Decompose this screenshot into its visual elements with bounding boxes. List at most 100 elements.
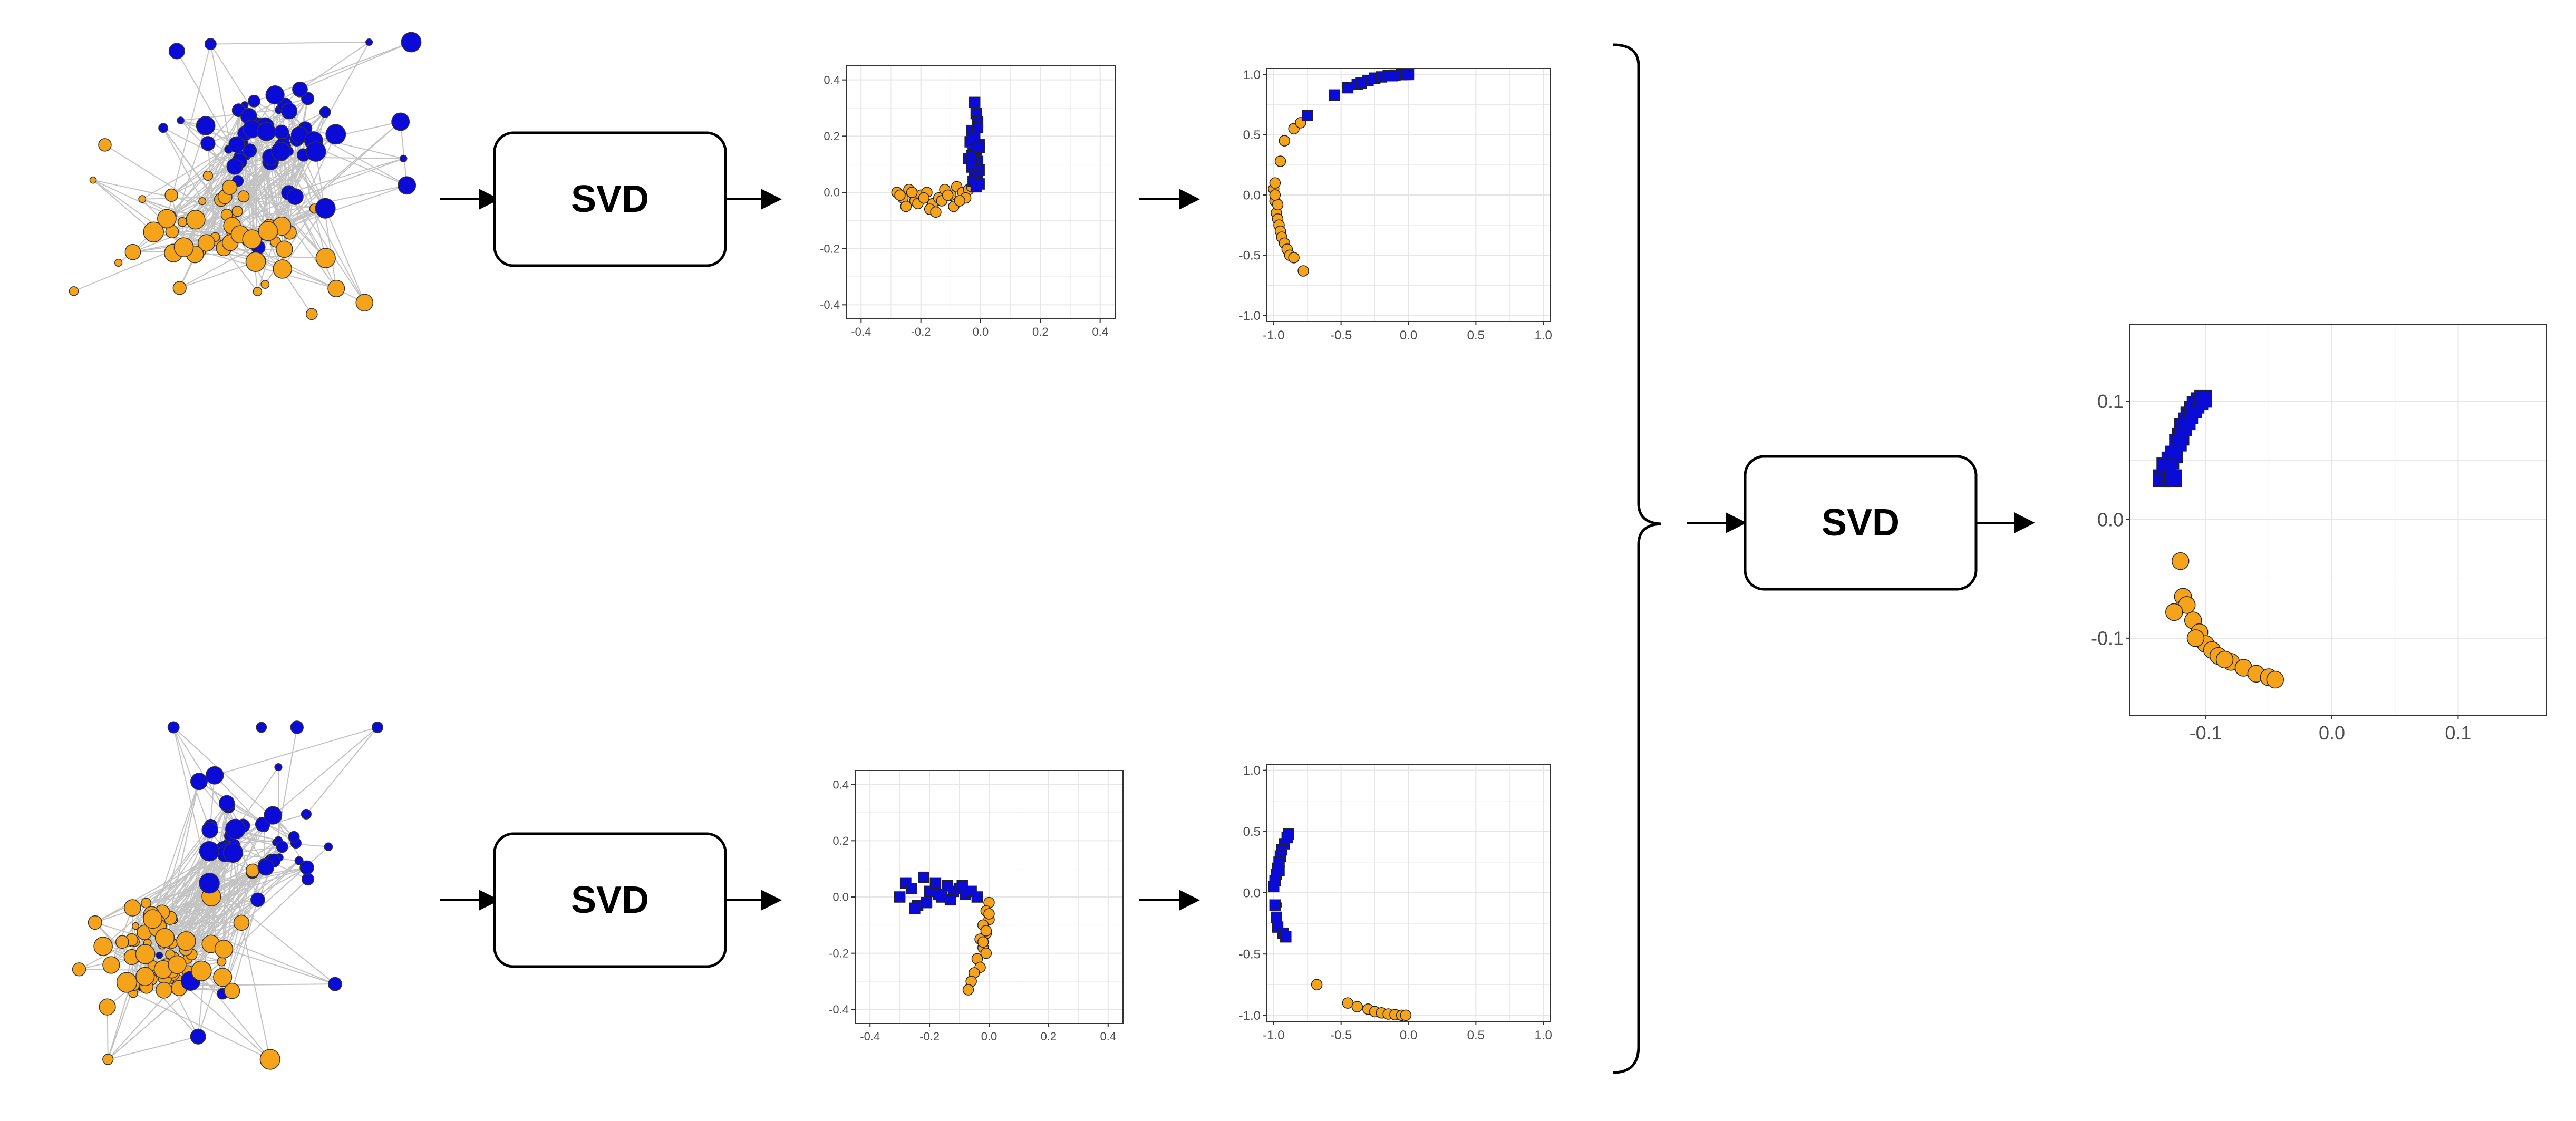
network-top bbox=[69, 32, 422, 320]
x-tick-label: 0.4 bbox=[1092, 325, 1108, 338]
scatter-bottom-normalized: -1.0 -0.5 0.0 0.5 1.0 -1.0 -0.5 0.0 0.5 1.0 bbox=[1239, 764, 1552, 1042]
network-node-blue bbox=[305, 141, 326, 162]
y-tick-label: 0.4 bbox=[832, 778, 849, 791]
network-edge bbox=[221, 879, 308, 962]
tick-labels: -1.0 -0.5 0.0 0.5 1.0 -1.0 -0.5 0.0 0.5 1.0 bbox=[1239, 764, 1552, 1042]
data-point-square bbox=[969, 96, 981, 109]
data-point-square bbox=[1271, 911, 1282, 923]
network-edge bbox=[249, 150, 270, 225]
network-edge bbox=[92, 179, 154, 232]
network-node-orange bbox=[114, 258, 123, 267]
network-node-orange bbox=[72, 962, 86, 977]
data-point-circle bbox=[900, 200, 912, 212]
network-edge bbox=[171, 125, 207, 232]
network-node-blue bbox=[274, 124, 289, 140]
tick-labels: -0.1 0.0 0.1 -0.1 0.0 0.1 bbox=[2091, 391, 2471, 744]
network-edge bbox=[214, 727, 378, 776]
network-node-orange bbox=[115, 935, 129, 949]
data-point-square bbox=[2194, 389, 2212, 408]
data-point-square bbox=[1355, 77, 1367, 89]
x-tick-label: 0.0 bbox=[2319, 722, 2345, 744]
network-edge bbox=[151, 851, 210, 915]
tick-labels: -1.0 -0.5 0.0 0.5 1.0 -1.0 -0.5 0.0 0.5 1.0 bbox=[1239, 68, 1552, 343]
network-node-blue bbox=[156, 951, 163, 959]
data-point-circle bbox=[980, 947, 992, 959]
network-node-orange bbox=[224, 982, 240, 999]
y-tick-label: 0.0 bbox=[824, 186, 840, 199]
network-edge bbox=[133, 992, 270, 1060]
network-node-blue bbox=[168, 43, 185, 60]
svd-label: SVD bbox=[571, 879, 649, 921]
series-orange bbox=[1268, 117, 1309, 277]
y-tick-label: -0.2 bbox=[829, 947, 849, 960]
network-edge bbox=[207, 110, 239, 144]
data-point-circle bbox=[906, 187, 918, 198]
data-point-circle bbox=[1274, 155, 1286, 167]
data-point-square bbox=[1273, 865, 1285, 876]
y-tick-label: 0.4 bbox=[824, 73, 840, 86]
network-node-blue bbox=[299, 860, 314, 875]
network-node-orange bbox=[102, 1054, 114, 1065]
network-node-orange bbox=[233, 914, 250, 931]
network-node-blue bbox=[243, 143, 257, 158]
network-node-orange bbox=[177, 217, 188, 227]
network-edge bbox=[93, 179, 171, 217]
network-edge bbox=[280, 208, 326, 270]
network-edge bbox=[210, 42, 370, 45]
data-point-circle bbox=[1311, 979, 1323, 991]
y-tick-label: 0.5 bbox=[1243, 128, 1261, 142]
network-node-blue bbox=[218, 795, 235, 812]
network-node-blue bbox=[228, 136, 245, 153]
network-node-blue bbox=[290, 720, 304, 734]
network-node-orange bbox=[217, 957, 227, 967]
data-point-square bbox=[2164, 469, 2182, 488]
network-edge bbox=[231, 900, 258, 991]
network-node-blue bbox=[274, 763, 283, 772]
network-edge bbox=[251, 123, 258, 239]
network-node-orange bbox=[237, 190, 250, 202]
svd-box-top: SVD bbox=[493, 131, 727, 267]
network-node-blue bbox=[201, 822, 218, 839]
network-node-blue bbox=[401, 32, 422, 53]
network-bottom bbox=[72, 720, 383, 1070]
plot-grid bbox=[1267, 69, 1550, 321]
network-node-blue bbox=[264, 806, 283, 825]
network-node-orange bbox=[355, 294, 374, 311]
grouping-brace bbox=[1613, 43, 1661, 1074]
network-edge bbox=[313, 42, 370, 141]
y-tick-label: -0.5 bbox=[1239, 249, 1261, 263]
series-blue bbox=[2153, 389, 2212, 488]
data-point-circle bbox=[918, 192, 930, 204]
network-node-blue bbox=[196, 116, 216, 135]
network-node-orange bbox=[222, 179, 238, 196]
x-tick-label: -0.5 bbox=[1330, 328, 1352, 343]
series-blue bbox=[1301, 69, 1415, 121]
y-tick-label: -0.4 bbox=[820, 298, 840, 311]
network-edge bbox=[254, 100, 408, 186]
data-point-square bbox=[972, 122, 984, 134]
network-edge bbox=[229, 158, 404, 223]
x-tick-label: 0.5 bbox=[1467, 328, 1485, 343]
data-point-square bbox=[971, 891, 983, 903]
data-point-circle bbox=[1288, 252, 1300, 264]
network-edge bbox=[195, 149, 229, 220]
scatter-top-normalized: -1.0 -0.5 0.0 0.5 1.0 -1.0 -0.5 0.0 0.5 1.0 bbox=[1239, 68, 1552, 343]
network-edge bbox=[232, 852, 242, 923]
network-node-orange bbox=[116, 972, 138, 993]
network-node-orange bbox=[98, 138, 112, 152]
y-tick-label: -1.0 bbox=[1239, 309, 1261, 323]
data-point-square bbox=[1329, 89, 1340, 101]
x-tick-label: -0.1 bbox=[2190, 722, 2222, 744]
network-node-orange bbox=[88, 915, 102, 930]
network-node-blue bbox=[158, 123, 168, 133]
network-node-blue bbox=[301, 873, 315, 886]
data-point-circle bbox=[1279, 135, 1290, 147]
network-node-orange bbox=[123, 899, 141, 917]
network-edge bbox=[209, 829, 283, 847]
network-node-blue bbox=[398, 176, 417, 195]
network-edge bbox=[400, 121, 408, 186]
network-node-orange bbox=[259, 1049, 280, 1070]
network-node-orange bbox=[327, 279, 345, 297]
network-edge bbox=[270, 156, 404, 159]
network-edge bbox=[108, 1036, 198, 1060]
